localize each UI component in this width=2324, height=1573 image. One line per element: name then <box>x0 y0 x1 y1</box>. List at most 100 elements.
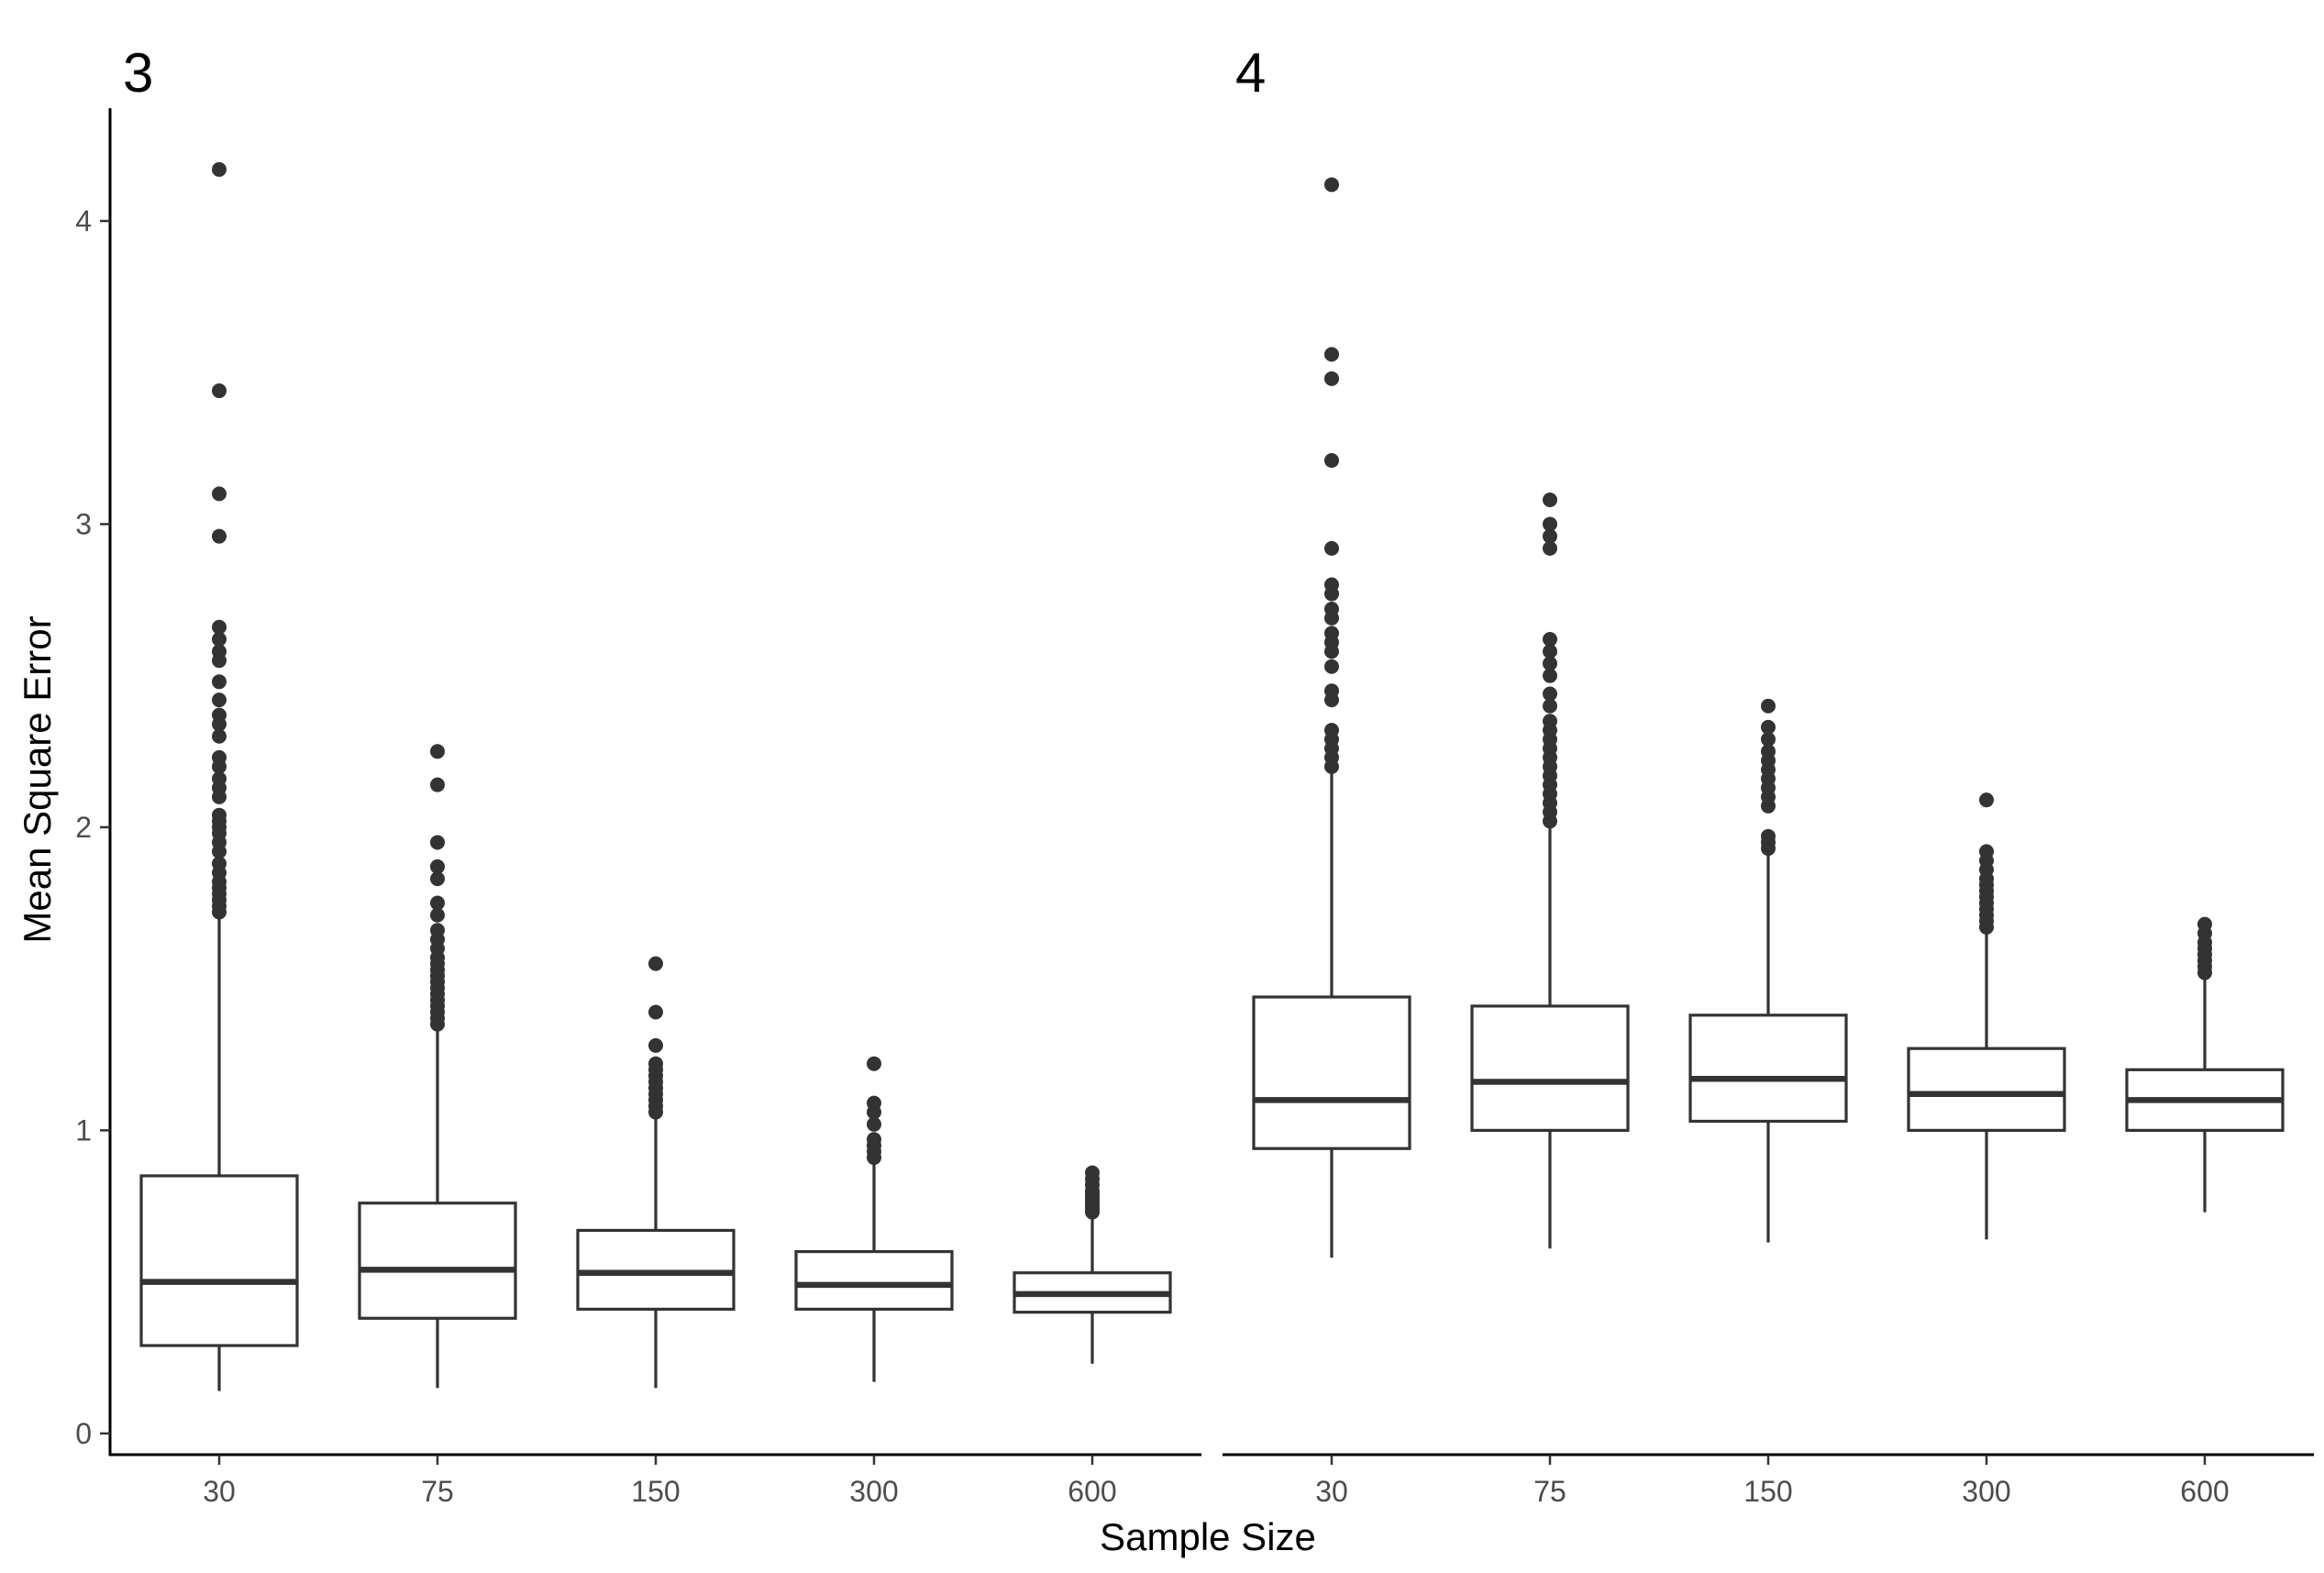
outlier-point <box>430 907 445 923</box>
box-600 <box>1013 1165 1172 1364</box>
outlier-point <box>2197 916 2212 932</box>
outlier-point <box>430 777 445 792</box>
box-300 <box>1907 792 2066 1240</box>
outlier-point <box>430 923 445 938</box>
outlier-point <box>212 528 227 544</box>
outlier-point <box>1543 686 1557 702</box>
box-150 <box>1688 698 1848 1243</box>
box-150 <box>576 956 736 1389</box>
outlier-point <box>1543 516 1557 532</box>
outlier-point <box>1543 644 1557 659</box>
outlier-point <box>1761 744 1776 759</box>
outlier-point <box>1543 540 1557 556</box>
outlier-point <box>1543 714 1557 729</box>
panel-title: 3 <box>123 42 153 104</box>
outlier-point <box>1324 577 1339 593</box>
outlier-point <box>1761 719 1776 735</box>
outlier-point <box>1085 1165 1100 1180</box>
y-tick-label: 4 <box>75 205 92 238</box>
outlier-point <box>1324 683 1339 699</box>
outlier-point <box>1324 540 1339 556</box>
outlier-point <box>867 1095 881 1111</box>
x-tick-label: 75 <box>1533 1475 1566 1508</box>
outlier-point <box>430 871 445 887</box>
x-axis-title: Sample Size <box>1100 1515 1316 1558</box>
outlier-point <box>1324 659 1339 674</box>
outlier-point <box>212 161 227 177</box>
panels-layer: 3 30 75 150 300 600 0 1 2 3 4 4 30 75 150 300 600 <box>75 42 2314 1508</box>
outlier-point <box>212 807 227 823</box>
outlier-point <box>867 1132 881 1147</box>
x-tick-label: 300 <box>849 1475 898 1508</box>
outlier-point <box>648 1004 663 1020</box>
x-tick-label: 600 <box>2180 1475 2229 1508</box>
outlier-point <box>212 749 227 765</box>
x-tick-label: 600 <box>1068 1475 1116 1508</box>
panel-4: 4 30 75 150 300 600 <box>1223 42 2314 1508</box>
panel-title: 4 <box>1235 42 1266 104</box>
outlier-point <box>1324 347 1339 362</box>
y-tick-label: 3 <box>75 507 92 540</box>
box-body <box>1470 1004 1630 1132</box>
outlier-point <box>1761 828 1776 844</box>
outlier-point <box>212 707 227 723</box>
outlier-point <box>1324 453 1339 469</box>
outlier-point <box>212 619 227 635</box>
outlier-point <box>648 1037 663 1053</box>
outlier-point <box>212 383 227 399</box>
box-body <box>1688 1014 1848 1124</box>
box-body <box>358 1202 517 1320</box>
outlier-point <box>1543 632 1557 648</box>
outlier-point <box>1324 371 1339 386</box>
x-tick-label: 300 <box>1962 1475 2010 1508</box>
outlier-point <box>212 486 227 502</box>
outlier-point <box>1979 792 1994 808</box>
outlier-point <box>212 644 227 659</box>
y-axis-title: Mean Square Error <box>16 615 59 943</box>
outlier-point <box>212 692 227 708</box>
box-body <box>794 1249 954 1311</box>
outlier-point <box>1543 528 1557 544</box>
outlier-point <box>648 1056 663 1071</box>
box-600 <box>2125 916 2285 1213</box>
y-tick-label: 0 <box>75 1417 92 1450</box>
x-tick-label: 75 <box>421 1475 454 1508</box>
box-body <box>1907 1047 2066 1132</box>
box-75 <box>1470 493 1630 1249</box>
x-tick-label: 150 <box>631 1475 680 1508</box>
outlier-point <box>1543 668 1557 683</box>
outlier-point <box>1543 656 1557 671</box>
outlier-point <box>1324 723 1339 738</box>
panel-3: 3 30 75 150 300 600 0 1 2 3 4 <box>75 42 1201 1508</box>
x-tick-label: 150 <box>1743 1475 1792 1508</box>
outlier-point <box>1761 698 1776 714</box>
box-body <box>576 1228 736 1311</box>
outlier-point <box>1979 844 1994 859</box>
box-75 <box>358 744 517 1389</box>
y-tick-label: 1 <box>75 1113 92 1147</box>
outlier-point <box>212 856 227 871</box>
outlier-point <box>1324 177 1339 193</box>
outlier-point <box>430 859 445 874</box>
outlier-point <box>1324 601 1339 616</box>
y-tick-label: 2 <box>75 811 92 844</box>
outlier-point <box>430 744 445 759</box>
box-30 <box>1252 177 1411 1258</box>
outlier-point <box>1324 626 1339 641</box>
outlier-point <box>430 835 445 850</box>
outlier-point <box>430 895 445 911</box>
outlier-point <box>867 1116 881 1132</box>
box-body <box>139 1174 299 1347</box>
box-300 <box>794 1056 954 1382</box>
outlier-point <box>212 771 227 787</box>
outlier-point <box>212 674 227 690</box>
outlier-point <box>212 632 227 648</box>
outlier-point <box>1761 732 1776 748</box>
box-body <box>1252 995 1411 1150</box>
x-tick-label: 30 <box>203 1475 236 1508</box>
outlier-point <box>1543 698 1557 714</box>
outlier-point <box>648 956 663 971</box>
x-tick-label: 30 <box>1315 1475 1348 1508</box>
